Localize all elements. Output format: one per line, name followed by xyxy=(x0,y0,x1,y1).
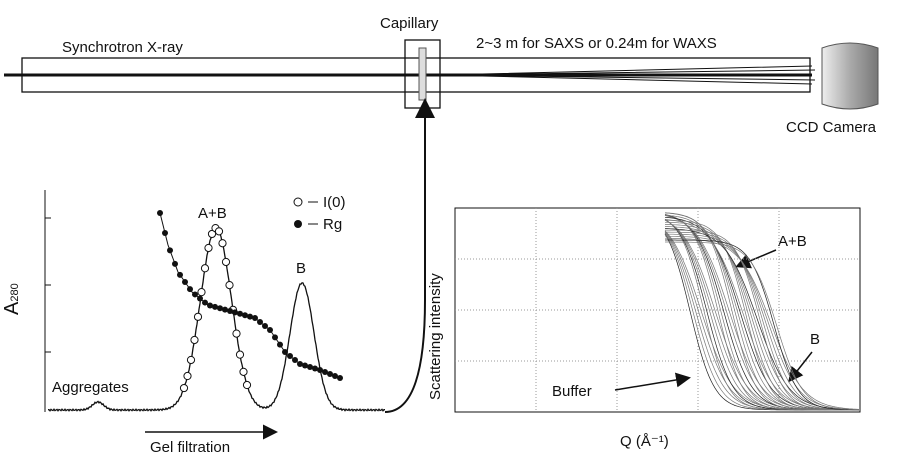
elution-plot: A280 A+B B Aggregates Gel filtration I(0… xyxy=(1,98,435,455)
i0-point xyxy=(200,264,210,273)
legend-open xyxy=(293,197,303,207)
y-label: A280 xyxy=(1,283,23,315)
curves xyxy=(664,212,860,411)
x-label: Q (Å⁻¹) xyxy=(620,433,669,450)
capillary-label: Capillary xyxy=(380,15,439,32)
i0-point xyxy=(242,380,252,390)
y-label: Scattering intensity xyxy=(427,273,444,400)
scattering-curve xyxy=(665,235,860,410)
i0-point xyxy=(225,281,234,290)
rg-point xyxy=(182,279,188,285)
rg-point xyxy=(257,319,263,325)
rg-point xyxy=(167,247,173,254)
peak-b-label: B xyxy=(296,260,306,277)
rg-point xyxy=(212,303,218,310)
b-arrow xyxy=(788,351,813,383)
rg-point xyxy=(157,210,163,216)
rg-point xyxy=(177,271,183,278)
detector-label: CCD Camera xyxy=(786,119,877,136)
buffer-label: Buffer xyxy=(552,383,592,400)
rg-point xyxy=(307,364,313,370)
rg-point xyxy=(247,313,253,320)
i0-point xyxy=(193,312,203,321)
rg-point xyxy=(232,309,238,316)
legend-filled xyxy=(294,220,302,228)
distance-label: 2~3 m for SAXS or 0.24m for WAXS xyxy=(476,35,717,52)
legend-open-label: I(0) xyxy=(323,194,346,211)
x-label: Gel filtration xyxy=(150,439,230,455)
rg-point xyxy=(172,260,178,267)
scattering-curve xyxy=(665,239,860,411)
scattering-curve xyxy=(665,229,860,411)
rg-point xyxy=(337,375,343,381)
rg-point xyxy=(242,312,248,319)
rg-point xyxy=(227,308,233,314)
rg-point xyxy=(287,353,293,359)
aggregates-label: Aggregates xyxy=(52,379,129,396)
legend-filled-label: Rg xyxy=(323,216,342,233)
i0-point xyxy=(204,243,213,253)
scattering-curve xyxy=(665,241,860,411)
rg-point xyxy=(222,306,228,313)
rg-point xyxy=(317,367,323,373)
rg-point xyxy=(202,299,208,306)
i0-point xyxy=(239,367,248,376)
rg-point xyxy=(327,371,333,377)
i0-point xyxy=(179,383,189,393)
i0-point xyxy=(197,288,206,297)
i0-point xyxy=(232,329,241,338)
i0-point xyxy=(221,257,231,267)
rg-point xyxy=(312,365,318,372)
capillary xyxy=(418,47,427,101)
scattering-curve xyxy=(664,231,859,411)
scattering-curve xyxy=(665,231,859,411)
rg-point xyxy=(237,310,243,317)
b-label: B xyxy=(810,331,820,348)
rg-point xyxy=(297,361,303,367)
scatter-rays xyxy=(439,65,816,85)
rg-point xyxy=(292,357,298,363)
rg-point xyxy=(277,341,283,348)
source-label: Synchrotron X-ray xyxy=(62,39,183,56)
i0-point xyxy=(207,229,217,239)
rg-point xyxy=(252,315,258,321)
scattering-plot: Scattering intensity Q (Å⁻¹) A+B B Buffe… xyxy=(427,207,861,450)
rg-point xyxy=(162,230,168,236)
i0-point xyxy=(218,239,227,248)
ab-label: A+B xyxy=(778,233,807,250)
buffer-arrow xyxy=(614,372,691,391)
i0-point xyxy=(190,335,199,345)
rg-point xyxy=(197,295,203,302)
rg-point xyxy=(272,334,278,341)
i0-point xyxy=(235,350,245,359)
rg-point xyxy=(207,302,213,309)
ccd-camera xyxy=(821,42,879,110)
rg-point xyxy=(192,291,198,298)
rg-line xyxy=(159,212,341,379)
i0-point xyxy=(214,227,224,236)
scattering-curve xyxy=(664,237,860,410)
rg-point xyxy=(302,362,308,369)
rg-point xyxy=(217,305,223,312)
rg-point xyxy=(262,323,268,329)
peak-ab-label: A+B xyxy=(198,205,227,222)
ab-arrow xyxy=(735,249,777,269)
scattering-curve xyxy=(664,214,859,411)
i0-point xyxy=(183,371,192,381)
flow-arrow xyxy=(384,98,435,413)
rg-point xyxy=(282,349,288,355)
rg-point xyxy=(322,369,328,375)
rg-point xyxy=(267,327,273,333)
rg-point xyxy=(332,373,338,379)
rg-point xyxy=(187,286,193,293)
i0-point xyxy=(186,355,196,365)
